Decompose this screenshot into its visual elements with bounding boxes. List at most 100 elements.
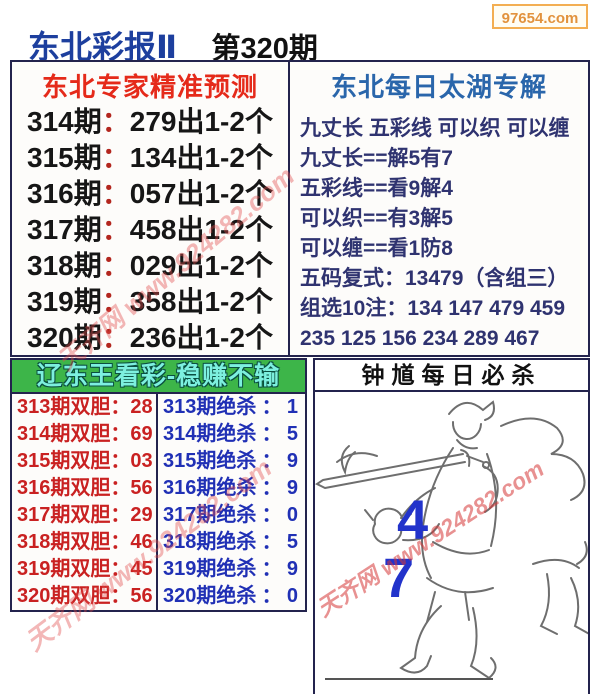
kill-label: 313期绝杀: [163, 396, 257, 418]
dan-cell: 313期双胆： 28: [12, 394, 158, 421]
kill-value: 1: [286, 396, 298, 418]
colon: ：: [261, 558, 282, 580]
colon: ：: [101, 286, 130, 317]
kill-cell: 315期绝杀： 9: [158, 448, 305, 475]
prediction-row: 319期：358出1-2个: [12, 284, 288, 320]
colon: ：: [110, 396, 131, 418]
kill-value: 0: [286, 585, 298, 607]
dan-value: 46: [130, 531, 153, 553]
dan-value: 56: [130, 585, 153, 607]
kill-label: 315期绝杀: [163, 450, 257, 472]
taihu-line: 可以缠==看1防8: [300, 237, 453, 260]
zhongkui-panel: 钟馗每日必杀: [313, 358, 590, 694]
dan-value: 45: [130, 558, 153, 580]
colon: ：: [261, 504, 282, 526]
ground-line: [325, 678, 493, 680]
kill-value: 9: [286, 450, 298, 472]
period-label: 317期: [27, 214, 102, 245]
taihu-line: 九丈长 五彩线 可以织 可以缠: [300, 117, 570, 140]
colon: ：: [110, 504, 131, 526]
liaodong-panel: 辽东王看彩-稳赚不输 313期双胆： 28 313期绝杀： 1 314期双胆： 69 …: [10, 358, 307, 612]
kill-label: 319期绝杀: [163, 558, 257, 580]
kill-label: 316期绝杀: [163, 477, 257, 499]
colon: ：: [110, 423, 131, 445]
colon: ：: [261, 531, 282, 553]
colon: ：: [110, 450, 131, 472]
kill-label: 318期绝杀: [163, 531, 257, 553]
colon: ：: [261, 477, 282, 499]
colon: ：: [101, 178, 130, 209]
dan-value: 03: [130, 450, 153, 472]
colon: ：: [101, 250, 130, 281]
dan-cell: 314期双胆： 69: [12, 421, 158, 448]
prediction-row: 320期：236出1-2个: [12, 320, 288, 356]
colon: ：: [261, 450, 282, 472]
title-issue-number: 第320期: [211, 33, 318, 65]
colon: ：: [101, 322, 130, 353]
dan-label: 314期双胆: [17, 423, 111, 445]
dan-cell: 320期双胆： 56: [12, 583, 158, 610]
kill-value: 5: [286, 531, 298, 553]
prediction-row: 314期：279出1-2个: [12, 104, 288, 140]
dan-cell: 317期双胆： 29: [12, 502, 158, 529]
zhongkui-line-drawing: [315, 400, 588, 680]
kill-cell: 320期绝杀： 0: [158, 583, 305, 610]
prediction-row: 318期：029出1-2个: [12, 248, 288, 284]
zhongkui-illustration-area: 4 7: [313, 392, 590, 694]
period-label: 319期: [27, 286, 102, 317]
kill-number-1: 4: [397, 488, 429, 551]
dan-value: 69: [130, 423, 153, 445]
title-main: 东北彩报Ⅱ: [28, 29, 178, 65]
kill-cell: 318期绝杀： 5: [158, 529, 305, 556]
dan-kill-table: 313期双胆： 28 313期绝杀： 1 314期双胆： 69 314期绝杀： 5 31…: [10, 394, 307, 612]
colon: ：: [101, 214, 130, 245]
prediction-row: 315期：134出1-2个: [12, 140, 288, 176]
kill-value: 5: [286, 423, 298, 445]
prediction-value: 279出1-2个: [129, 106, 273, 137]
colon: ：: [110, 585, 131, 607]
period-label: 314期: [27, 106, 102, 137]
dan-label: 320期双胆: [17, 585, 111, 607]
taihu-analysis-panel: 东北每日太湖专解 九丈长 五彩线 可以织 可以缠 九丈长==解5有7 五彩线==…: [290, 60, 590, 357]
colon: ：: [110, 531, 131, 553]
kill-cell: 316期绝杀： 9: [158, 475, 305, 502]
taihu-line: 九丈长==解5有7: [300, 147, 453, 170]
taihu-line: 235 125 156 234 289 467: [300, 327, 540, 350]
dan-label: 318期双胆: [17, 531, 111, 553]
dan-label: 316期双胆: [17, 477, 111, 499]
expert-panel-header: 东北专家精准预测: [41, 72, 258, 102]
taihu-line: 五彩线==看9解4: [300, 177, 453, 200]
dan-label: 315期双胆: [17, 450, 111, 472]
colon: ：: [261, 423, 282, 445]
kill-value: 0: [286, 504, 298, 526]
site-url-badge[interactable]: 97654.com: [492, 4, 588, 29]
prediction-value: 134出1-2个: [129, 142, 273, 173]
taihu-line: 五码复式：13479（含组三）: [300, 267, 569, 290]
expert-prediction-panel: 东北专家精准预测 314期：279出1-2个 315期：134出1-2个 316…: [10, 60, 290, 357]
kill-cell: 319期绝杀： 9: [158, 556, 305, 583]
prediction-value: 358出1-2个: [129, 286, 273, 317]
prediction-value: 458出1-2个: [129, 214, 273, 245]
kill-cell: 314期绝杀： 5: [158, 421, 305, 448]
dan-cell: 319期双胆： 45: [12, 556, 158, 583]
dan-cell: 316期双胆： 56: [12, 475, 158, 502]
kill-cell: 317期绝杀： 0: [158, 502, 305, 529]
page-title: 东北彩报Ⅱ 第320期: [28, 22, 318, 68]
zhongkui-panel-header: 钟馗每日必杀: [313, 358, 590, 392]
colon: ：: [101, 142, 130, 173]
prediction-value: 236出1-2个: [129, 322, 273, 353]
taihu-line: 可以织==有3解5: [300, 207, 453, 230]
colon: ：: [110, 558, 131, 580]
dan-value: 29: [130, 504, 153, 526]
period-label: 318期: [27, 250, 102, 281]
dan-label: 317期双胆: [17, 504, 111, 526]
kill-value: 9: [286, 558, 298, 580]
liaodong-panel-header: 辽东王看彩-稳赚不输: [10, 358, 307, 394]
colon: ：: [101, 106, 130, 137]
kill-label: 314期绝杀: [163, 423, 257, 445]
period-label: 316期: [27, 178, 102, 209]
kill-label: 317期绝杀: [163, 504, 257, 526]
dan-label: 313期双胆: [17, 396, 111, 418]
prediction-value: 029出1-2个: [129, 250, 273, 281]
taihu-panel-header: 东北每日太湖专解: [330, 72, 547, 102]
